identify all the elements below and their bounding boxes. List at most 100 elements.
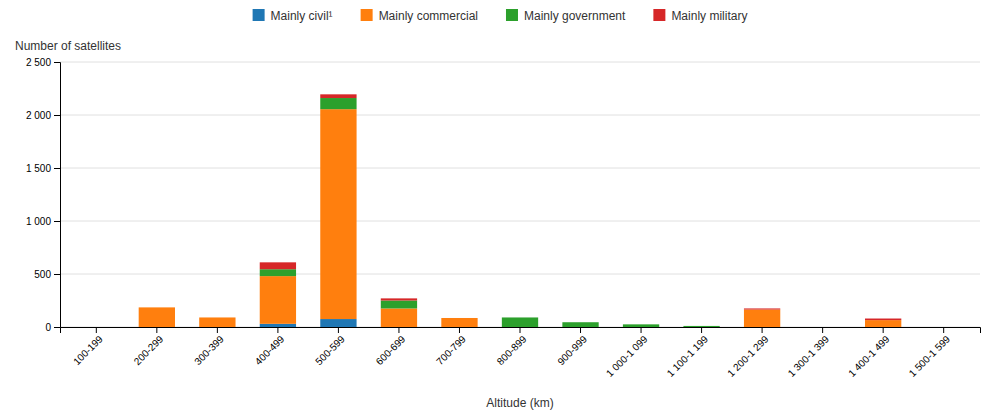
legend: Mainly civil¹ Mainly commercial Mainly gov… bbox=[253, 9, 748, 23]
tick-mark bbox=[54, 274, 60, 275]
bar-segment bbox=[441, 318, 477, 327]
bar-segment bbox=[683, 327, 719, 328]
tick-label: 0 bbox=[45, 322, 51, 333]
tick: 1 000-1 099 bbox=[604, 327, 650, 379]
axis-line bbox=[61, 328, 981, 334]
legend-item: Mainly government bbox=[506, 9, 626, 23]
tick-mark bbox=[54, 221, 60, 222]
x-axis: 100-199 200-299 300-399 400-499 500-599 600-6… bbox=[61, 327, 981, 379]
tick: 900-999 bbox=[555, 327, 589, 367]
bar-segment bbox=[562, 322, 598, 323]
tick-label: 500 bbox=[34, 269, 51, 280]
tick-mark bbox=[217, 327, 218, 333]
tick-label: 800-899 bbox=[495, 333, 529, 367]
grid bbox=[60, 62, 980, 327]
tick-label: 200-299 bbox=[132, 333, 166, 367]
tick-label: 2 000 bbox=[26, 110, 51, 121]
grid-line bbox=[60, 62, 980, 63]
bar-segment bbox=[562, 322, 598, 327]
bar-segment bbox=[926, 327, 962, 328]
bar-segment bbox=[139, 307, 175, 327]
bar-segment bbox=[199, 317, 235, 327]
axis-line bbox=[54, 63, 61, 328]
tick-label: 2 500 bbox=[26, 57, 51, 68]
bar-segment bbox=[320, 109, 356, 319]
bar-segment bbox=[623, 324, 659, 325]
tick: 2 000 bbox=[26, 110, 60, 121]
tick-mark bbox=[54, 62, 60, 63]
bar-segment bbox=[926, 327, 962, 328]
bar-segment bbox=[381, 298, 417, 300]
bar-segment bbox=[865, 319, 901, 321]
grid-line bbox=[60, 221, 980, 222]
bar-segment bbox=[804, 327, 840, 328]
bar-segment bbox=[865, 320, 901, 327]
legend-label: Mainly civil¹ bbox=[271, 9, 333, 23]
tick: 1 200-1 299 bbox=[725, 327, 771, 379]
bar-segment bbox=[260, 324, 296, 327]
grid-line bbox=[60, 274, 980, 275]
legend-swatch bbox=[653, 9, 665, 21]
tick-label: 600-699 bbox=[374, 333, 408, 367]
bar-segment bbox=[260, 262, 296, 269]
series bbox=[139, 109, 902, 327]
tick: 200-299 bbox=[132, 327, 166, 367]
tick-label: 400-499 bbox=[253, 333, 287, 367]
bar-segment bbox=[502, 317, 538, 327]
bar-segment bbox=[683, 325, 719, 326]
legend-item: Mainly commercial bbox=[361, 9, 478, 23]
x-axis-title: Altitude (km) bbox=[486, 396, 553, 410]
tick-mark bbox=[156, 327, 157, 333]
legend-item: Mainly civil¹ bbox=[253, 9, 333, 23]
tick: 1 300-1 399 bbox=[786, 327, 832, 379]
tick-label: 300-399 bbox=[192, 333, 226, 367]
tick-mark bbox=[338, 327, 339, 333]
bar-segment bbox=[320, 319, 356, 327]
legend-swatch bbox=[253, 9, 265, 21]
tick-label: 500-599 bbox=[313, 333, 347, 367]
bar-segment bbox=[623, 324, 659, 327]
bar-segment bbox=[320, 94, 356, 98]
bar-segment bbox=[381, 301, 417, 309]
bar-segment bbox=[804, 327, 840, 328]
tick: 100-199 bbox=[71, 327, 105, 367]
tick-label: 1 400-1 499 bbox=[846, 333, 892, 379]
bar-segment bbox=[78, 327, 114, 328]
tick-mark bbox=[459, 327, 460, 333]
tick-mark bbox=[943, 327, 944, 333]
tick-mark bbox=[701, 327, 702, 333]
tick-mark bbox=[822, 327, 823, 333]
bar-segment bbox=[804, 327, 840, 328]
plot: 05001 0001 5002 0002 500100-199200-29930… bbox=[26, 57, 981, 379]
tick-mark bbox=[398, 327, 399, 333]
bar-segment bbox=[683, 326, 719, 327]
tick-mark bbox=[641, 327, 642, 333]
tick-label: 100-199 bbox=[71, 333, 105, 367]
series bbox=[260, 94, 902, 320]
tick-mark bbox=[883, 327, 884, 333]
bar-segment bbox=[139, 307, 175, 308]
bar-segment bbox=[804, 327, 840, 328]
bars bbox=[139, 94, 902, 327]
bar-segment bbox=[199, 317, 235, 318]
tick-label: 1 000-1 099 bbox=[604, 333, 650, 379]
tick: 1 500 bbox=[26, 163, 60, 174]
tick-label: 700-799 bbox=[434, 333, 468, 367]
bar-segment bbox=[78, 327, 114, 328]
bar-segment bbox=[320, 98, 356, 109]
tick-label: 1 300-1 399 bbox=[786, 333, 832, 379]
legend-swatch bbox=[506, 9, 518, 21]
tick-label: 1 200-1 299 bbox=[725, 333, 771, 379]
y-axis: 05001 0001 5002 0002 500 bbox=[26, 57, 61, 333]
tick-mark bbox=[96, 327, 97, 333]
bar-segment bbox=[199, 317, 235, 318]
bar-segment bbox=[744, 308, 780, 309]
tick: 500-599 bbox=[313, 327, 347, 367]
grid-line bbox=[60, 115, 980, 116]
tick: 300-399 bbox=[192, 327, 226, 367]
bar-segment bbox=[926, 327, 962, 328]
series bbox=[260, 98, 720, 327]
bar-segment bbox=[139, 307, 175, 308]
bar-segment bbox=[744, 309, 780, 310]
tick-mark bbox=[54, 327, 60, 328]
